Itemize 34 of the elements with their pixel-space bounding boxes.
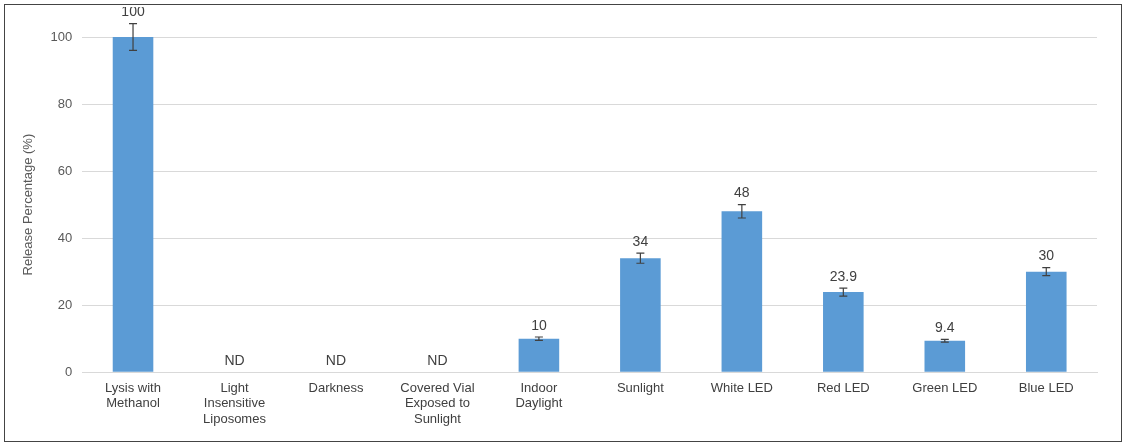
- bar: [620, 258, 661, 372]
- data-label: 100: [121, 3, 145, 20]
- y-tick-label: 40: [57, 229, 73, 245]
- text: ND: [224, 352, 245, 369]
- data-label: 34: [632, 233, 649, 250]
- x-tick-label: Green LED: [912, 379, 978, 395]
- x-tick-label: Darkness: [308, 379, 364, 395]
- data-label: 23.9: [829, 267, 858, 284]
- x-tick-label: Sunlight: [616, 379, 665, 395]
- bar: [721, 211, 763, 372]
- data-label: 10: [531, 316, 547, 333]
- bar: [823, 292, 864, 372]
- bar: [112, 37, 154, 372]
- text: ND: [325, 352, 347, 369]
- y-tick-label: 60: [57, 162, 73, 178]
- data-label: 30: [1038, 247, 1055, 264]
- bar: [1025, 271, 1067, 372]
- x-tick-label: Red LED: [816, 379, 870, 395]
- data-label: 48: [734, 184, 750, 201]
- y-axis-title: Release Percentage (%): [20, 133, 36, 276]
- bar: [924, 340, 966, 372]
- y-tick-label: 80: [57, 95, 73, 111]
- bar: [518, 338, 560, 372]
- y-tick-label: 20: [57, 296, 73, 312]
- data-label: 9.4: [935, 319, 955, 336]
- text: ND: [427, 352, 448, 369]
- y-tick-label: 100: [50, 28, 73, 44]
- x-tick-label: Light Insensitive Liposomes: [203, 379, 267, 426]
- x-tick-label: Blue LED: [1018, 379, 1074, 395]
- x-tick-label: Covered Vial Exposed to Sunlight: [400, 379, 475, 426]
- x-tick-label: White LED: [710, 379, 773, 395]
- x-tick-label: Lysis with Methanol: [105, 379, 161, 411]
- y-tick-label: 0: [65, 363, 73, 379]
- x-tick-label: Indoor Daylight: [515, 379, 563, 411]
